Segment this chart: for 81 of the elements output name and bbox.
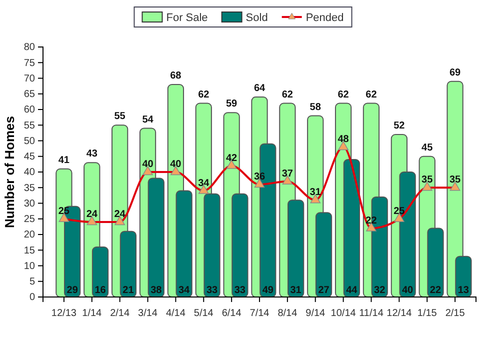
data-label: 22 <box>430 285 442 296</box>
legend-label: For Sale <box>166 12 208 24</box>
data-label: 42 <box>226 152 238 164</box>
x-tick-label: 2/15 <box>445 308 466 319</box>
data-label: 34 <box>178 285 190 296</box>
y-tick-label: 20 <box>24 230 36 241</box>
legend-label: Pended <box>306 12 344 24</box>
y-tick-label: 60 <box>24 104 36 116</box>
y-tick-label: 80 <box>24 42 36 54</box>
x-tick-label: 4/14 <box>166 308 186 319</box>
data-label: 62 <box>282 89 294 100</box>
data-label: 34 <box>198 178 210 189</box>
y-tick-label: 30 <box>24 198 36 210</box>
data-label: 41 <box>58 154 70 166</box>
y-tick-label: 70 <box>24 73 36 84</box>
y-tick-label: 65 <box>24 89 36 100</box>
y-tick-label: 0 <box>29 292 36 304</box>
data-label: 24 <box>86 209 98 220</box>
data-label: 43 <box>86 148 98 160</box>
y-tick-label: 40 <box>24 167 36 178</box>
data-label: 31 <box>290 285 302 296</box>
data-label: 40 <box>142 159 154 170</box>
x-tick-label: 11/14 <box>359 308 384 319</box>
x-tick-label: 3/14 <box>138 308 158 319</box>
data-label: 16 <box>94 285 106 296</box>
data-label: 54 <box>142 114 154 126</box>
data-label: 37 <box>282 168 294 180</box>
data-label: 69 <box>449 67 462 78</box>
data-label: 48 <box>338 134 350 145</box>
data-label: 45 <box>422 142 434 154</box>
y-tick-label: 25 <box>24 214 36 226</box>
data-label: 35 <box>449 174 462 186</box>
x-tick-label: 1/14 <box>82 308 102 319</box>
data-label: 55 <box>114 111 126 122</box>
data-label: 29 <box>66 285 78 296</box>
data-label: 25 <box>58 206 70 217</box>
x-tick-label: 7/14 <box>250 308 270 319</box>
legend-label: Sold <box>246 12 268 24</box>
data-label: 25 <box>394 206 406 217</box>
y-tick-label: 45 <box>24 152 36 163</box>
data-label: 44 <box>346 285 358 296</box>
y-tick-label: 50 <box>24 136 36 147</box>
data-label: 62 <box>198 89 210 100</box>
data-label: 27 <box>318 285 330 296</box>
data-label: 33 <box>206 285 218 296</box>
data-label: 22 <box>366 215 378 226</box>
x-tick-label: 1/15 <box>417 308 438 319</box>
x-tick-label: 12/13 <box>51 308 77 319</box>
data-label: 49 <box>262 285 274 296</box>
y-axis-title: Number of Homes <box>2 116 17 228</box>
data-label: 33 <box>234 285 246 296</box>
y-tick-label: 35 <box>24 182 36 194</box>
data-label: 32 <box>374 285 386 296</box>
data-label: 31 <box>310 187 322 198</box>
data-label: 38 <box>150 285 162 296</box>
y-tick-label: 10 <box>24 260 36 272</box>
x-tick-label: 6/14 <box>222 308 242 319</box>
x-tick-label: 8/14 <box>278 308 298 319</box>
data-label: 36 <box>254 172 266 182</box>
data-label: 24 <box>114 209 126 220</box>
x-tick-label: 2/14 <box>110 308 130 319</box>
data-label: 59 <box>226 98 238 110</box>
x-tick-label: 5/14 <box>194 308 214 319</box>
y-tick-label: 15 <box>24 245 36 256</box>
data-label: 58 <box>310 102 322 113</box>
x-tick-label: 10/14 <box>330 308 356 319</box>
x-tick-label: 12/14 <box>386 308 412 319</box>
data-label: 40 <box>402 285 414 296</box>
data-label: 68 <box>170 70 182 82</box>
data-label: 62 <box>366 89 378 100</box>
data-label: 13 <box>458 285 470 296</box>
y-tick-label: 75 <box>24 58 36 69</box>
y-tick-label: 55 <box>24 120 36 132</box>
data-label: 64 <box>254 83 266 94</box>
data-label: 21 <box>122 285 134 296</box>
data-label: 52 <box>394 120 406 132</box>
y-tick-label: 5 <box>29 276 36 288</box>
data-label: 40 <box>170 159 182 170</box>
data-label: 62 <box>338 89 350 100</box>
x-tick-label: 9/14 <box>306 308 326 319</box>
data-label: 35 <box>422 174 434 186</box>
